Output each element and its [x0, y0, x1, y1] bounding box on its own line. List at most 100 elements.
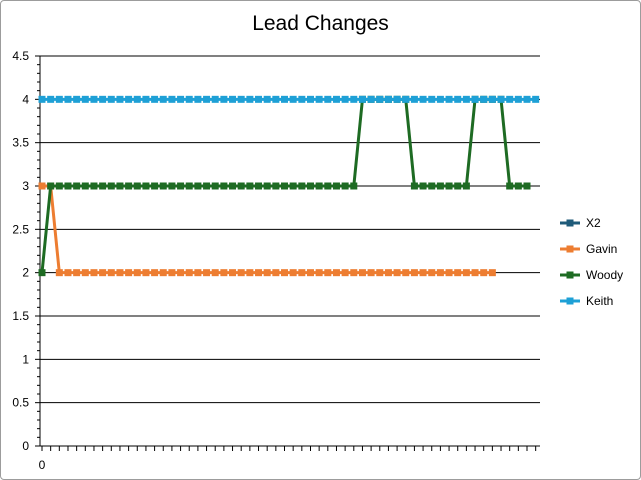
data-point-gavin — [194, 269, 202, 277]
data-point-gavin — [81, 269, 89, 277]
data-point-keith — [107, 95, 115, 103]
data-point-woody — [350, 182, 358, 190]
data-point-woody — [55, 182, 63, 190]
data-point-keith — [454, 95, 462, 103]
data-point-keith — [211, 95, 219, 103]
data-point-woody — [341, 182, 349, 190]
data-point-keith — [471, 95, 479, 103]
data-point-gavin — [133, 269, 141, 277]
data-point-keith — [81, 95, 89, 103]
data-point-keith — [298, 95, 306, 103]
y-tick-label: 1.5 — [12, 309, 29, 323]
y-tick-label: 3.5 — [12, 136, 29, 150]
data-point-gavin — [211, 269, 219, 277]
data-point-keith — [506, 95, 514, 103]
data-point-woody — [445, 182, 453, 190]
data-point-keith — [272, 95, 280, 103]
data-point-keith — [532, 95, 540, 103]
x-axis-tick-labels: 0 — [39, 458, 46, 472]
data-point-keith — [125, 95, 133, 103]
data-point-keith — [151, 95, 159, 103]
data-point-keith — [99, 95, 107, 103]
data-point-keith — [523, 95, 531, 103]
data-point-keith — [142, 95, 150, 103]
data-point-keith — [116, 95, 124, 103]
data-point-gavin — [306, 269, 314, 277]
data-point-keith — [497, 95, 505, 103]
axes — [35, 55, 537, 451]
legend-marker-gavin — [566, 245, 574, 253]
data-point-gavin — [55, 269, 63, 277]
series-lines — [38, 95, 540, 277]
data-point-gavin — [185, 269, 193, 277]
data-point-keith — [332, 95, 340, 103]
y-axis-tick-labels: 0 0.5 1 1.5 2 2.5 3 3.5 4 4.5 — [12, 49, 29, 453]
data-point-woody — [419, 182, 427, 190]
data-point-gavin — [38, 182, 46, 190]
data-point-woody — [506, 182, 514, 190]
data-point-gavin — [289, 269, 297, 277]
data-point-keith — [410, 95, 418, 103]
data-point-woody — [229, 182, 237, 190]
data-point-gavin — [246, 269, 254, 277]
data-point-woody — [185, 182, 193, 190]
data-point-gavin — [73, 269, 81, 277]
y-tick-label: 2.5 — [12, 222, 29, 236]
data-point-gavin — [107, 269, 115, 277]
data-point-woody — [47, 182, 55, 190]
data-point-keith — [177, 95, 185, 103]
data-point-woody — [315, 182, 323, 190]
data-point-gavin — [454, 269, 462, 277]
data-point-woody — [462, 182, 470, 190]
data-point-woody — [203, 182, 211, 190]
data-point-keith — [73, 95, 81, 103]
data-point-gavin — [428, 269, 436, 277]
data-point-keith — [480, 95, 488, 103]
data-point-woody — [263, 182, 271, 190]
data-point-woody — [99, 182, 107, 190]
data-point-woody — [298, 182, 306, 190]
data-point-keith — [384, 95, 392, 103]
data-point-woody — [289, 182, 297, 190]
data-point-gavin — [324, 269, 332, 277]
chart-title: Lead Changes — [252, 12, 389, 35]
data-point-keith — [229, 95, 237, 103]
data-point-keith — [419, 95, 427, 103]
data-point-gavin — [488, 269, 496, 277]
data-point-keith — [402, 95, 410, 103]
data-point-keith — [47, 95, 55, 103]
data-point-gavin — [125, 269, 133, 277]
data-point-gavin — [142, 269, 150, 277]
data-point-woody — [159, 182, 167, 190]
data-point-woody — [64, 182, 72, 190]
data-point-woody — [194, 182, 202, 190]
data-point-keith — [324, 95, 332, 103]
data-point-woody — [211, 182, 219, 190]
data-point-woody — [81, 182, 89, 190]
data-point-gavin — [229, 269, 237, 277]
legend-marker-x2 — [566, 219, 574, 227]
legend-label-x2: X2 — [586, 216, 601, 230]
legend: X2 Gavin Woody Keith — [560, 216, 623, 308]
data-point-gavin — [116, 269, 124, 277]
data-point-woody — [107, 182, 115, 190]
data-point-gavin — [341, 269, 349, 277]
data-point-keith — [436, 95, 444, 103]
data-point-woody — [255, 182, 263, 190]
data-point-keith — [64, 95, 72, 103]
data-point-gavin — [436, 269, 444, 277]
data-point-woody — [332, 182, 340, 190]
data-point-woody — [523, 182, 531, 190]
data-point-keith — [159, 95, 167, 103]
data-point-keith — [358, 95, 366, 103]
data-point-keith — [376, 95, 384, 103]
data-point-gavin — [480, 269, 488, 277]
data-point-woody — [177, 182, 185, 190]
y-tick-label: 4.5 — [12, 49, 29, 63]
data-point-gavin — [376, 269, 384, 277]
data-point-keith — [133, 95, 141, 103]
data-point-gavin — [471, 269, 479, 277]
data-point-gavin — [159, 269, 167, 277]
data-point-gavin — [419, 269, 427, 277]
data-point-keith — [263, 95, 271, 103]
